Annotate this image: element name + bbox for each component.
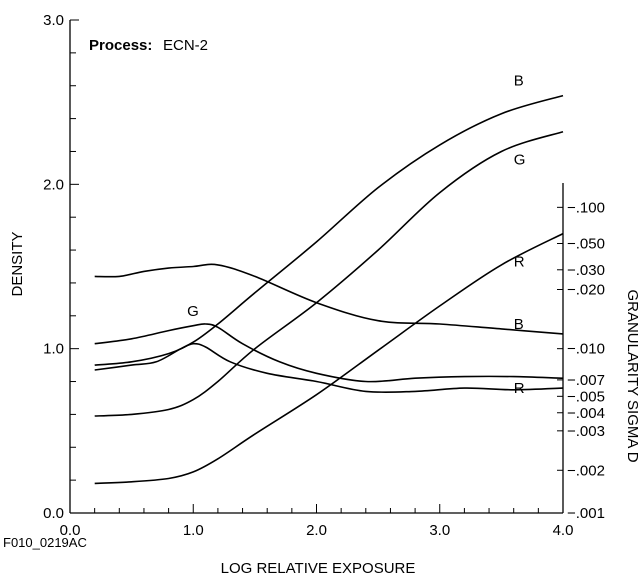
density-label-r: R [514,254,525,271]
x-tick-label: 0.0 [60,522,81,539]
y2-tick-label: −.001 [567,505,605,522]
x-tick-label: 3.0 [429,522,450,539]
y2-tick-label: −.100 [567,199,605,216]
density-curve-b [94,94,564,366]
x-tick-label: 4.0 [553,522,574,539]
y-axis-title: DENSITY [9,231,26,296]
x-tick-label: 2.0 [306,522,327,539]
granularity-curve-b [94,263,564,335]
density-label-b: B [514,73,524,90]
granularity-curve-r [94,342,564,394]
density-label-g: G [514,152,526,169]
curve-labels: B G R B G R [187,73,525,397]
y2-tick-label: −.030 [567,262,605,279]
y2-axis-ticks: −.100 −.050 −.030 −.020 −.010 −.007−.005−.004… [557,199,605,522]
y2-tick-label: −.020 [567,282,605,299]
granularity-curve-g [94,323,564,383]
granularity-label-g: G [187,303,199,320]
x-tick-label: 1.0 [183,522,204,539]
y-axis-ticks: 0.0 1.0 2.0 3.0 [43,12,79,522]
process-value: ECN-2 [163,37,208,54]
process-label: Process: [89,37,152,54]
density-curve-r [94,232,564,485]
y2-tick-label: −.004 [567,405,605,422]
x-axis-title: LOG RELATIVE EXPOSURE [221,560,416,577]
y-tick-label: 3.0 [43,12,64,29]
y2-tick-label: −.005 [567,388,605,405]
y2-tick-label: −.050 [567,235,605,252]
y-tick-label: 1.0 [43,341,64,358]
figure-code: F010_0219AC [3,535,87,550]
density-curve-g [94,130,564,417]
x-axis-ticks: 0.0 1.0 2.0 3.0 4.0 [60,504,574,539]
granularity-label-b: B [514,316,524,333]
y-tick-label: 0.0 [43,505,64,522]
y2-tick-label: −.007 [567,372,605,389]
plot-frame [69,20,564,514]
y2-tick-label: −.002 [567,462,605,479]
granularity-label-r: R [514,380,525,397]
curves [94,94,564,485]
y2-tick-label: −.010 [567,341,605,358]
y2-tick-label: −.003 [567,423,605,440]
y2-axis-title: GRANULARITY SIGMA D [624,289,641,462]
y-tick-label: 2.0 [43,176,64,193]
